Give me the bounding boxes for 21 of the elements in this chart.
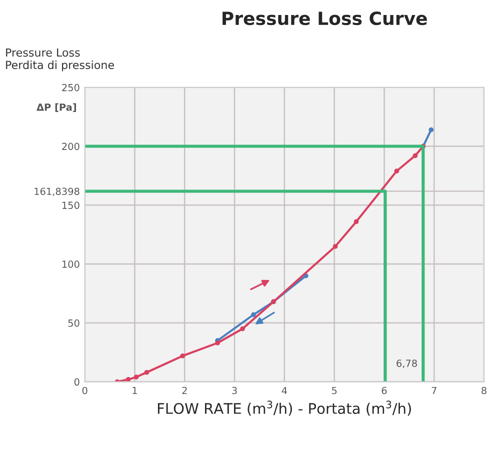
x-tick-label: 1 [132,386,137,394]
y-tick-label: 0 [74,378,80,386]
y-tick-label: 50 [68,319,80,327]
x-tick-label: 2 [182,386,187,394]
y-tick-label: 100 [62,260,80,268]
x-tick-label: 3 [232,386,237,394]
y-tick-label: 161,8398 [34,188,80,196]
y-tick-label: 200 [62,142,80,150]
annotation: 6,78 [396,360,417,368]
x-tick-label: 7 [432,386,436,394]
x-tick-label: 5 [332,386,337,394]
text: Pressure Loss Perdita di pressione [6,48,114,72]
x-tick-label: 0 [82,386,88,394]
chart-title: Pressure Loss Curve [222,12,427,26]
x-tick-label: 6 [382,386,387,394]
y-tick-label: 250 [62,84,80,92]
x-tick-label: 4 [282,386,287,394]
x-axis-title: FLOW RATE (m$^{3}$/h) - Portata (m$^{3}$/h) [158,400,411,416]
y-tick-label: 150 [62,202,80,209]
y-axis-title: ΔP [Pa] [36,103,76,112]
x-tick-label: 8 [482,386,486,394]
